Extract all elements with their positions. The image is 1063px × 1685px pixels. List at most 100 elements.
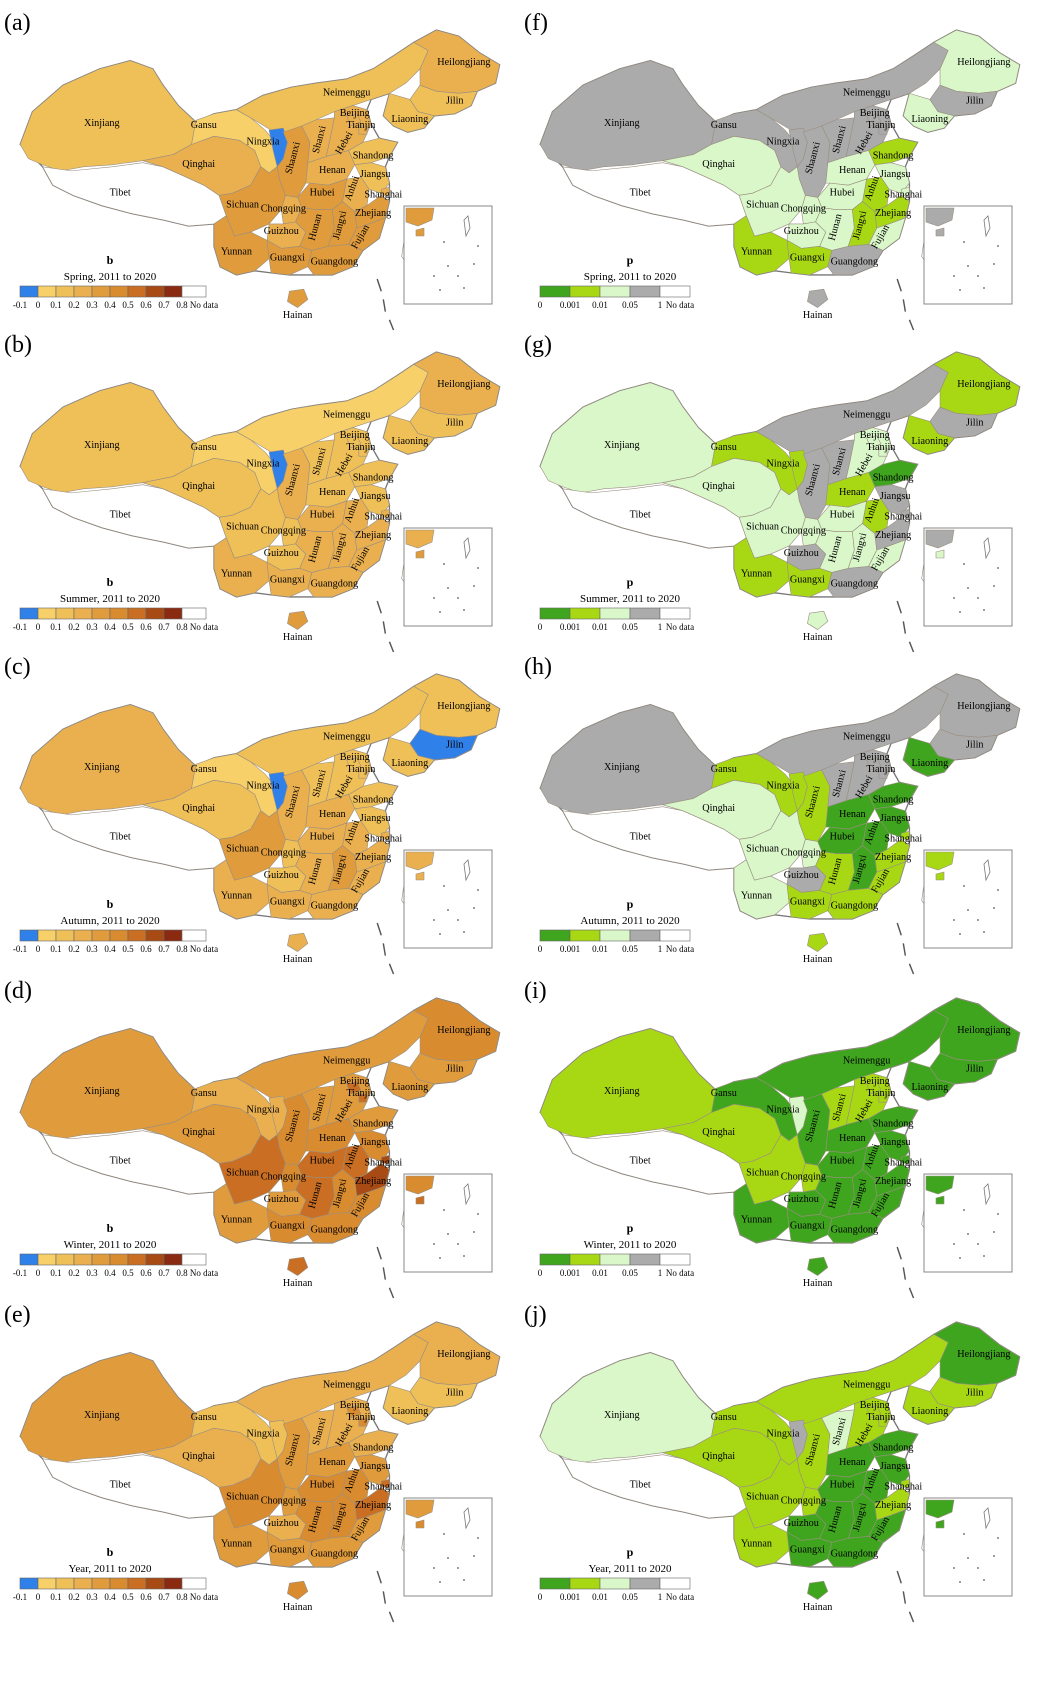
province-label-jilin: Jilin [446, 1388, 464, 1399]
legend-tick: 0.2 [68, 622, 79, 632]
legend: 0 0.001 0.01 0.05 1 No data [538, 929, 694, 954]
legend-swatch-nodata [181, 285, 207, 298]
inset-island [473, 907, 475, 909]
province-label-xinjiang: Xinjiang [604, 1086, 640, 1097]
sea-boundary-dash [896, 600, 902, 614]
legend-swatch [55, 285, 75, 298]
legend-swatch [91, 1577, 111, 1590]
legend-swatch [539, 1253, 571, 1266]
inset-island [959, 611, 961, 613]
province-label-hainan: Hainan [283, 1602, 312, 1613]
legend-tick: 0.01 [592, 1268, 608, 1278]
legend-tick: 0.6 [140, 622, 152, 632]
sea-boundary-dash [908, 963, 915, 975]
province-label-jilin: Jilin [966, 418, 984, 429]
province-label-shanghai: Shanghai [884, 189, 922, 200]
sea-boundary-dash [388, 641, 395, 653]
legend-swatch [109, 1253, 129, 1266]
province-label-gansu: Gansu [191, 442, 217, 453]
province-tianjin [878, 1417, 888, 1427]
province-label-xinjiang: Xinjiang [604, 118, 640, 129]
province-label-neimenggu: Neimenggu [843, 1055, 891, 1066]
inset-island [977, 597, 979, 599]
inset-island [477, 245, 479, 247]
legend-tick: 0.2 [68, 1268, 79, 1278]
province-yunnan [733, 1507, 790, 1568]
inset-hainan [935, 1195, 945, 1205]
panel-letter: (c) [4, 654, 31, 680]
province-label-tibet: Tibet [110, 509, 131, 520]
province-label-beijing: Beijing [340, 752, 370, 763]
legend-swatch [109, 285, 129, 298]
province-label-shanghai: Shanghai [884, 1157, 922, 1168]
inset-taiwan [463, 537, 471, 560]
inset-island [963, 1209, 965, 1211]
south-china-sea-inset [923, 1173, 1013, 1273]
province-liaoning [383, 1385, 435, 1425]
legend-swatch-nodata [659, 1577, 691, 1590]
legend-swatch [127, 929, 147, 942]
legend-tick: 0.6 [140, 300, 152, 310]
panel-letter: (f) [524, 10, 548, 36]
legend-swatch [569, 929, 601, 942]
province-label-ningxia: Ningxia [767, 1104, 800, 1115]
legend-tick: 1 [658, 300, 663, 310]
province-label-ningxia: Ningxia [247, 458, 280, 469]
legend-swatch [37, 607, 57, 620]
inset-island [993, 263, 995, 265]
province-label-shandong: Shandong [353, 151, 394, 162]
inset-island [457, 1243, 459, 1245]
province-label-guizhou: Guizhou [264, 226, 299, 237]
province-label-heilongjiang: Heilongjiang [957, 1349, 1010, 1360]
legend-swatch [569, 1577, 601, 1590]
south-china-sea-inset [403, 1497, 493, 1597]
legend-tick: 0.05 [622, 1268, 638, 1278]
legend-tick: -0.1 [13, 300, 27, 310]
panel-letter: (j) [524, 1302, 547, 1328]
province-label-qinghai: Qinghai [182, 1451, 215, 1462]
province-beijing [346, 113, 362, 127]
province-label-heilongjiang: Heilongjiang [437, 701, 490, 712]
province-label-jilin: Jilin [446, 1064, 464, 1075]
province-label-neimenggu: Neimenggu [843, 409, 891, 420]
province-label-jiangsu: Jiangsu [360, 491, 391, 502]
province-label-guangdong: Guangdong [311, 579, 359, 590]
province-label-sichuan: Sichuan [226, 1492, 259, 1503]
legend-swatch [91, 929, 111, 942]
province-label-sichuan: Sichuan [746, 522, 779, 533]
inset-island [439, 611, 441, 613]
province-label-guangdong: Guangdong [831, 1225, 879, 1236]
legend: -0.1 0 0.1 0.2 0.3 0.4 0.5 0.6 0.7 0.8 No data [13, 285, 218, 310]
legend-swatch [91, 1253, 111, 1266]
inset-taiwan [983, 859, 991, 882]
legend-swatch [145, 929, 165, 942]
inset-taiwan [463, 859, 471, 882]
province-label-jiangsu: Jiangsu [880, 169, 911, 180]
inset-mainland [405, 1175, 435, 1195]
inset-island [457, 919, 459, 921]
legend-swatch [109, 1577, 129, 1590]
legend-tick: 0.6 [140, 1592, 152, 1602]
legend-tick: 0.4 [104, 622, 116, 632]
province-shanghai [900, 508, 910, 518]
inset-island [977, 1243, 979, 1245]
legend-tick: 0.1 [50, 1592, 61, 1602]
inset-island [457, 275, 459, 277]
inset-island [477, 567, 479, 569]
province-label-jilin: Jilin [966, 1064, 984, 1075]
legend: 0 0.001 0.01 0.05 1 No data [538, 1577, 694, 1602]
legend-swatch-nodata [181, 1577, 207, 1590]
province-label-jilin: Jilin [966, 740, 984, 751]
legend-tick: 0.5 [122, 944, 134, 954]
province-label-henan: Henan [319, 1457, 346, 1468]
inset-island [443, 1209, 445, 1211]
china-map: Xinjiang Tibet Qinghai Gansu Neimenggu Heilon… [539, 673, 1021, 975]
province-label-xinjiang: Xinjiang [84, 1086, 120, 1097]
province-label-jilin: Jilin [446, 96, 464, 107]
province-label-hainan: Hainan [283, 632, 312, 643]
legend-swatch-nodata [659, 929, 691, 942]
legend-tick: 0.05 [622, 1592, 638, 1602]
province-label-zhejiang: Zhejiang [875, 852, 911, 863]
province-label-hubei: Hubei [310, 1479, 335, 1490]
legend-tick: 0.1 [50, 622, 61, 632]
